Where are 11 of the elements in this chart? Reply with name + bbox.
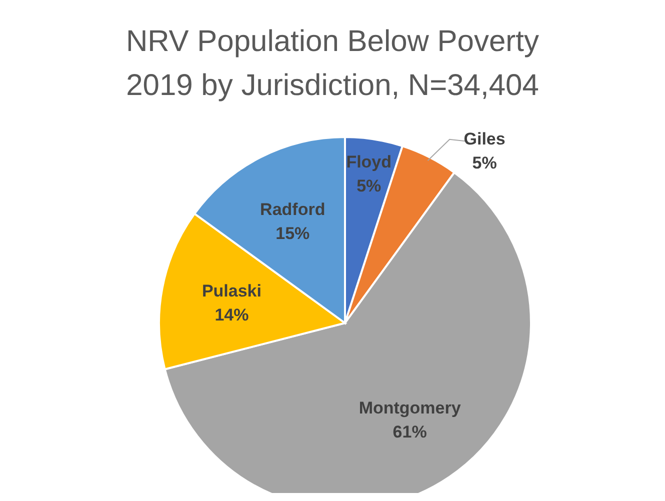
chart-title: NRV Population Below Poverty 2019 by Jurisdiction, N=34,404 — [125, 24, 540, 104]
data-label: 15% — [276, 224, 310, 243]
slice-label: Pulaski — [202, 280, 262, 300]
data-label: 61% — [392, 422, 427, 441]
data-label: 5% — [356, 176, 382, 195]
data-label: 14% — [214, 304, 249, 324]
data-label: 5% — [472, 152, 497, 172]
slice-label: Montgomery — [358, 398, 462, 417]
slice-label: Radford — [260, 200, 326, 219]
slice-label: Floyd — [346, 152, 392, 171]
slice-label: Giles — [464, 128, 506, 148]
